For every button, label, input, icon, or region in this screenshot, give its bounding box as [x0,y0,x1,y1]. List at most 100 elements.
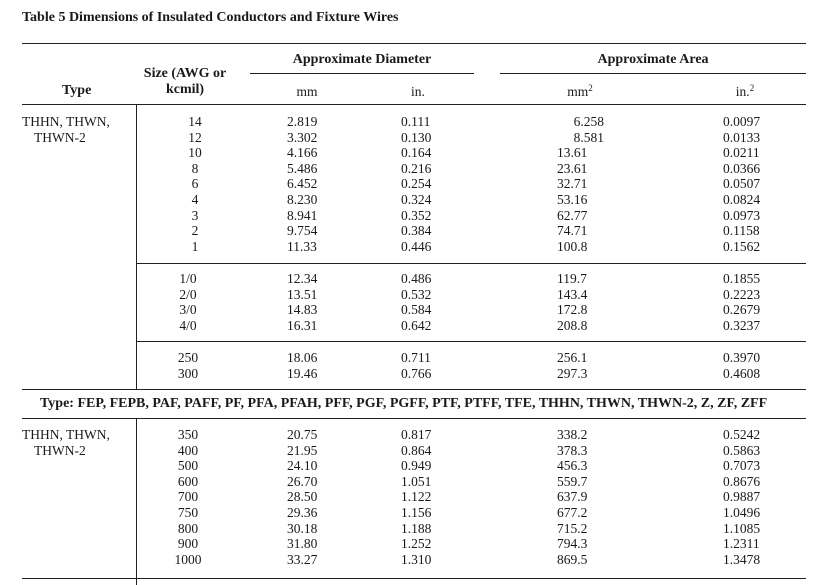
mm-cell: 19.46 [287,365,318,381]
mm-cell: 6.452 [287,176,318,192]
in-cell: 0.254 [401,176,432,192]
section2-type-line2: THWN-2 [34,442,86,458]
mm-cell: 12.34 [287,271,318,286]
block2-sizes: 1/0 2/0 3/0 4/0 [158,271,218,333]
in-cell: 1.156 [401,504,432,520]
in-cell: 0.766 [401,365,432,381]
mm2-cell: 715.2 [557,520,588,536]
block2-mm2: 119.7 143.4 172.8 208.8 [557,271,587,333]
mm-cell: 20.75 [287,427,318,442]
block3-mm2: 256.1 297.3 [557,350,587,381]
mm-cell: 4.166 [287,145,318,161]
in-cell: 1.310 [401,551,432,567]
mm2-cell: 256.1 [557,350,588,365]
mm2-header: mm2 [567,83,593,100]
area-header-rule [500,73,806,74]
section-rule-bottom [22,418,806,419]
mm2-cell: 62.77 [557,207,588,223]
section2-type: THHN, THWN, THWN-2 [22,427,110,458]
size-header-line2: kcmil) [165,82,205,97]
mm-cell: 14.83 [287,302,318,318]
size-column-divider-lower [136,418,137,585]
mm-cell: 26.70 [287,473,318,489]
in2-cell: 1.2311 [723,536,760,552]
in2-cell: 1.3478 [723,551,761,567]
in2-cell: 0.1855 [723,271,761,286]
in2-cell: 0.0824 [723,191,761,207]
mm2-cell: 456.3 [557,458,588,474]
mm-cell: 8.230 [287,191,318,207]
in2-cell: 0.7073 [723,458,761,474]
section2-sizes: 350 400 500 600 700 750 800 900 1000 [158,427,218,567]
size-cell: 14 [188,114,202,129]
mm2-cell: 338.2 [557,427,588,442]
block1-in2: 0.0097 0.0133 0.0211 0.0366 0.0507 0.082… [723,114,760,254]
mm-cell: 16.31 [287,317,318,333]
in-cell: 0.130 [401,129,432,145]
size-cell: 900 [177,536,199,552]
table-title: Table 5 Dimensions of Insulated Conducto… [22,10,399,25]
top-rule [22,43,806,44]
block3-in: 0.711 0.766 [401,350,431,381]
mm2-cell: 637.9 [557,489,588,505]
mm-cell: 28.50 [287,489,318,505]
size-cell: 1/0 [179,271,197,286]
in2-cell: 0.4608 [723,365,761,381]
in2-cell: 0.5863 [723,442,761,458]
size-cell: 350 [177,427,199,442]
mm-cell: 11.33 [287,238,317,254]
size-header-line1: Size (AWG or [143,66,227,81]
mm-cell: 5.486 [287,160,318,176]
size-cell: 4/0 [179,317,197,333]
size-cell: 3/0 [179,302,197,318]
section2-mm: 20.75 21.95 24.10 26.70 28.50 29.36 30.1… [287,427,317,567]
size-cell: 300 [177,365,199,381]
mm2-cell: 378.3 [557,442,588,458]
mm2-cell: 53.16 [557,191,588,207]
in2-cell: 0.8676 [723,473,761,489]
mm-cell: 9.754 [287,223,318,239]
size-cell: 800 [177,520,199,536]
in-cell: 0.324 [401,191,432,207]
mm-cell: 2.819 [287,114,318,129]
in2-cell: 0.3970 [723,350,761,365]
mm-cell: 33.27 [287,551,318,567]
mm-cell: 29.36 [287,504,318,520]
in2-cell: 0.2223 [723,286,761,302]
mm-cell: 31.80 [287,536,318,552]
block1-in: 0.111 0.130 0.164 0.216 0.254 0.324 0.35… [401,114,431,254]
in2-cell: 0.0973 [723,207,761,223]
in2-cell: 0.1562 [723,238,761,254]
size-cell: 4 [191,191,199,207]
block1-sizes: 14 12 10 8 6 4 3 2 1 [165,114,225,254]
mm2-cell: 100.8 [557,238,588,254]
in-cell: 0.817 [401,427,432,442]
approx-area-header: Approximate Area [597,52,709,67]
in2-cell: 0.2679 [723,302,761,318]
mm2-cell: 172.8 [557,302,588,318]
section1-type-line2: THWN-2 [34,129,86,145]
in-cell: 0.711 [401,350,431,365]
approx-diameter-header: Approximate Diameter [292,52,432,67]
in-cell: 0.384 [401,223,432,239]
mm-header: mm [296,84,318,99]
in2-cell: 1.0496 [723,504,761,520]
in2-cell: 0.1158 [723,223,760,239]
in2-cell: 1.1085 [723,520,761,536]
in-cell: 0.532 [401,286,432,302]
in2-cell: 0.0133 [723,129,761,145]
mm2-cell: 794.3 [557,536,588,552]
group-type-line: Type: FEP, FEPB, PAF, PAFF, PF, PFA, PFA… [40,396,768,411]
in-cell: 0.642 [401,317,432,333]
bottom-rule [22,578,806,579]
size-cell: 400 [177,442,199,458]
section2-in: 0.817 0.864 0.949 1.051 1.122 1.156 1.18… [401,427,431,567]
in2-cell: 0.3237 [723,317,761,333]
in2-cell: 0.9887 [723,489,761,505]
size-cell: 1000 [174,551,202,567]
in2-cell: 0.5242 [723,427,761,442]
mm2-cell: 32.71 [557,176,588,192]
size-cell: 2/0 [179,286,197,302]
in-cell: 1.122 [401,489,432,505]
section2-type-line1: THHN, THWN, [22,427,110,442]
